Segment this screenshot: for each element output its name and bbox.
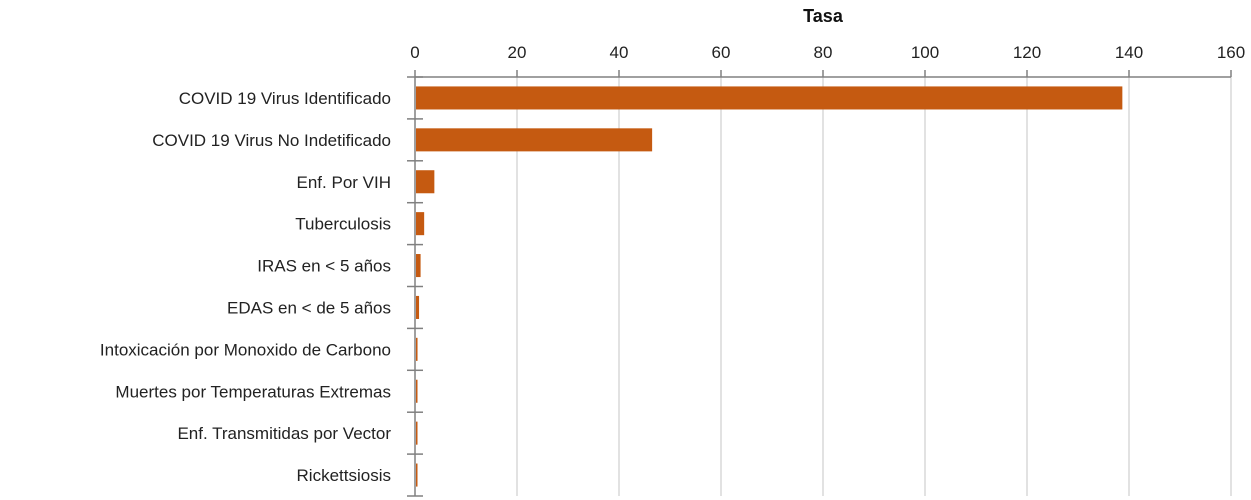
x-axis-title: Tasa [803,6,844,26]
bar [416,421,418,445]
x-tick-label: 80 [814,43,833,62]
x-tick-label: 0 [410,43,419,62]
x-tick-label: 140 [1115,43,1143,62]
x-tick-label: 40 [610,43,629,62]
x-tick-label: 100 [911,43,939,62]
bar [416,86,1123,110]
bar [416,128,653,152]
category-label: EDAS en < de 5 años [227,298,391,317]
labels: 0 20 40 60 80 100 120 140 160 COVID 19 Virus Iden… [100,43,1245,485]
category-label: Rickettsiosis [297,466,391,485]
category-label: Tuberculosis [295,215,391,234]
bar [416,463,418,487]
bar [416,170,435,194]
category-label: IRAS en < 5 años [257,257,391,276]
category-label: COVID 19 Virus Identificado [179,89,391,108]
category-label: Intoxicación por Monoxido de Carbono [100,340,391,359]
category-label: Enf. Por VIH [297,173,391,192]
bar [416,337,418,361]
bars [416,86,1123,487]
x-tick-label: 60 [712,43,731,62]
x-tick-label: 20 [508,43,527,62]
bar [416,212,425,236]
x-tick-label: 120 [1013,43,1041,62]
category-label: Enf. Transmitidas por Vector [177,424,391,443]
x-tick-label: 160 [1217,43,1245,62]
bar [416,295,420,319]
bar [416,379,418,403]
bar [416,254,421,278]
axes [407,70,1232,497]
category-label: COVID 19 Virus No Indetificado [152,131,391,150]
category-label: Muertes por Temperaturas Extremas [115,382,391,401]
